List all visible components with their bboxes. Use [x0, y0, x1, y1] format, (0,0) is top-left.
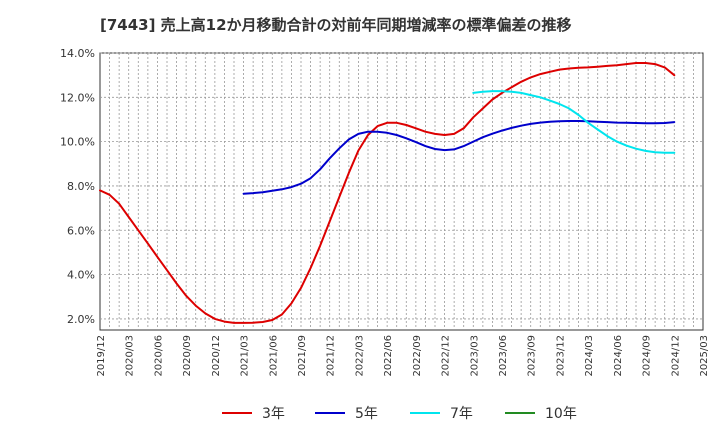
- x-tick-label: 2023/12: [555, 335, 566, 377]
- x-tick-label: 2024/03: [584, 335, 595, 377]
- x-tick-label: 2020/09: [182, 335, 193, 377]
- x-tick-label: 2022/03: [354, 335, 365, 377]
- x-tick-label: 2025/03: [699, 335, 710, 377]
- x-tick-label: 2021/12: [326, 335, 337, 377]
- legend-swatch: [315, 412, 345, 414]
- series-line-2: [472, 90, 676, 154]
- x-tick-label: 2024/12: [670, 335, 681, 377]
- y-tick-label: 2.0%: [67, 313, 95, 326]
- legend-swatch: [410, 412, 440, 414]
- y-tick-label: 12.0%: [60, 91, 95, 104]
- x-tick-label: 2020/06: [153, 335, 164, 377]
- y-tick-label: 6.0%: [67, 224, 95, 237]
- legend-item: 3年: [222, 403, 285, 423]
- legend: 3年 5年 7年 10年: [0, 403, 720, 427]
- series-lines: [99, 62, 676, 324]
- legend-swatch: [505, 412, 535, 414]
- grid-lines: [100, 52, 703, 330]
- plot-frame: [99, 52, 704, 331]
- x-tick-label: 2021/09: [297, 335, 308, 377]
- legend-label: 5年: [355, 406, 378, 422]
- x-tick-label: 2024/09: [642, 335, 653, 377]
- legend-label: 7年: [450, 406, 473, 422]
- chart-title: [7443] 売上高12か月移動合計の対前年同期増減率の標準偏差の推移: [100, 16, 572, 34]
- y-tick-label: 14.0%: [60, 47, 95, 60]
- x-tick-label: 2020/12: [211, 335, 222, 377]
- series-line-0: [99, 62, 676, 324]
- legend-swatch: [222, 412, 252, 414]
- x-tick-label: 2023/06: [498, 335, 509, 377]
- y-tick-label: 10.0%: [60, 136, 95, 149]
- y-axis-ticks: 2.0% 4.0% 6.0% 8.0% 10.0% 12.0% 14.0%: [60, 47, 95, 326]
- y-tick-label: 4.0%: [67, 269, 95, 282]
- y-tick-label: 8.0%: [67, 180, 95, 193]
- x-tick-label: 2022/06: [383, 335, 394, 377]
- x-tick-label: 2022/09: [412, 335, 423, 377]
- x-tick-label: 2020/03: [125, 335, 136, 377]
- plot-area: [99, 52, 704, 331]
- legend-label: 3年: [262, 406, 285, 422]
- x-tick-label: 2023/09: [527, 335, 538, 377]
- legend-item: 7年: [410, 403, 473, 423]
- x-tick-label: 2021/06: [268, 335, 279, 377]
- x-tick-label: 2019/12: [96, 335, 107, 377]
- x-tick-label: 2024/06: [613, 335, 624, 377]
- legend-item: 5年: [315, 403, 378, 423]
- x-tick-label: 2022/12: [441, 335, 452, 377]
- series-line-1: [242, 120, 676, 195]
- x-axis-ticks: 2019/12 2020/03 2020/06 2020/09 2020/12 2021/…: [96, 335, 710, 377]
- legend-item: 10年: [505, 403, 577, 423]
- x-tick-label: 2023/03: [469, 335, 480, 377]
- legend-label: 10年: [545, 406, 577, 422]
- x-tick-label: 2021/03: [240, 335, 251, 377]
